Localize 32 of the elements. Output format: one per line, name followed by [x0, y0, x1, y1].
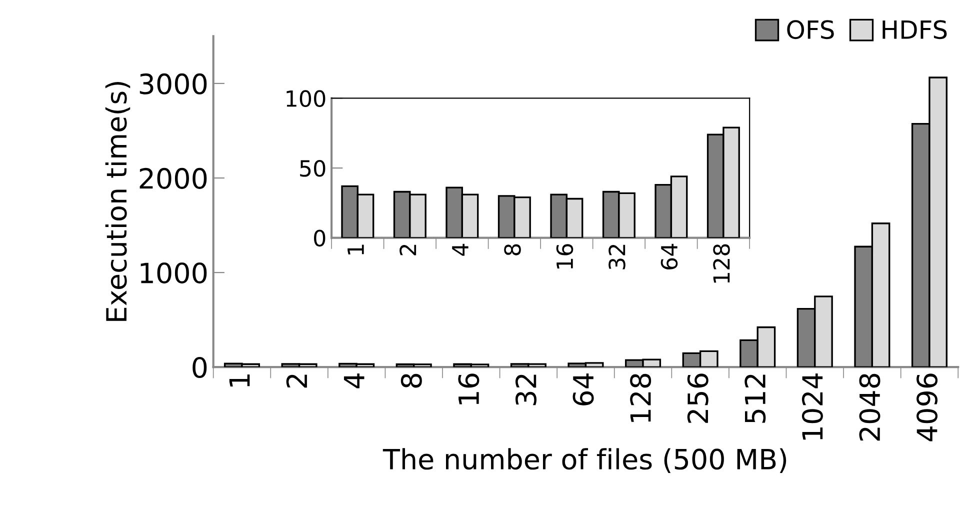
x-tick-label: 64 [572, 373, 594, 406]
x-tick-label: 2 [400, 244, 416, 256]
y-tick-label: 3000 [140, 73, 207, 94]
x-tick-label: 8 [504, 244, 521, 256]
x-tick-label: 8 [400, 374, 422, 388]
x-tick-label: 128 [713, 244, 730, 283]
y-tick-label: 100 [286, 90, 326, 107]
x-tick-label: 16 [458, 374, 480, 404]
y-tick-label: 0 [314, 230, 326, 247]
y-axis-title: Execution time(s) [105, 82, 130, 321]
x-tick-label: 4096 [916, 374, 938, 442]
x-tick-label: 16 [556, 244, 574, 269]
legend-label: HDFS [882, 20, 947, 40]
x-axis-title: The number of files (500 MB) [382, 448, 786, 473]
x-tick-label: 256 [687, 374, 708, 423]
x-tick-label: 1 [229, 374, 250, 387]
legend-label: OFS [787, 20, 834, 40]
x-tick-label: 1024 [802, 373, 823, 440]
x-tick-label: 2048 [859, 374, 880, 441]
y-tick-label: 50 [300, 160, 326, 177]
x-tick-label: 2 [286, 374, 307, 388]
x-tick-label: 4 [452, 244, 468, 256]
x-tick-label: 1 [348, 244, 364, 254]
x-tick-label: 32 [515, 374, 536, 406]
x-tick-label: 128 [630, 374, 652, 422]
x-tick-label: 32 [608, 244, 626, 270]
y-tick-label: 0 [192, 357, 207, 378]
x-tick-label: 512 [744, 374, 766, 423]
y-tick-label: 1000 [140, 262, 207, 284]
y-tick-label: 2000 [140, 168, 207, 189]
x-tick-label: 4 [344, 373, 364, 388]
x-tick-label: 64 [660, 244, 678, 270]
